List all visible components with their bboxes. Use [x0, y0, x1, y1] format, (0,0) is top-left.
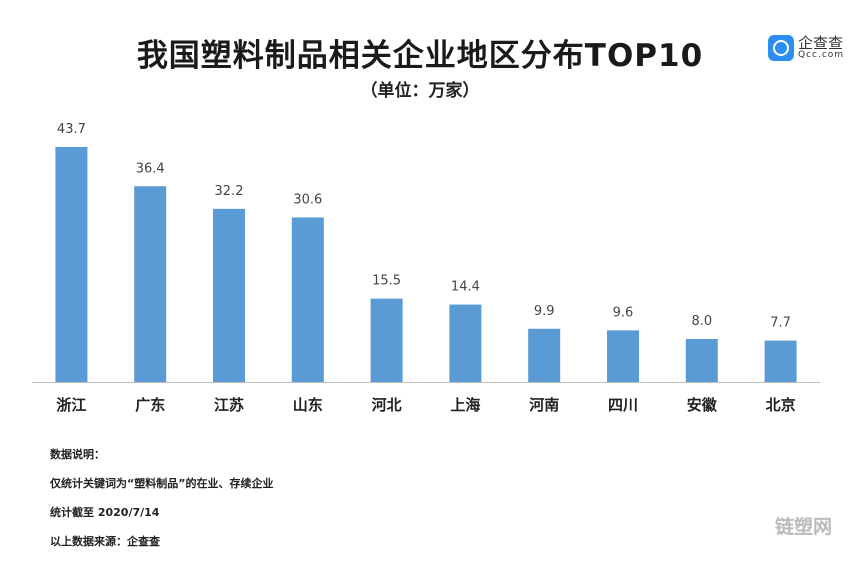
x-tick-label: 北京 — [766, 396, 796, 414]
data-label: 30.6 — [293, 192, 322, 207]
bar — [449, 304, 482, 382]
x-tick-label: 江苏 — [214, 396, 244, 414]
logo-en: Qcc.com — [798, 50, 845, 60]
note-line: 统计截至 2020/7/14 — [50, 506, 160, 519]
x-tick-label: 山东 — [293, 396, 323, 414]
x-tick-label: 安徽 — [687, 396, 718, 414]
chart-title: 我国塑料制品相关企业地区分布TOP10 — [136, 38, 704, 74]
data-label: 9.9 — [534, 304, 555, 319]
data-notes: 数据说明： 仅统计关键词为“塑料制品”的在业、存续企业 统计截至 2020/7/… — [50, 446, 273, 561]
data-label: 8.0 — [691, 314, 712, 329]
data-label: 32.2 — [215, 184, 244, 199]
chart-subtitle: （单位：万家） — [360, 81, 480, 101]
bar — [764, 340, 797, 382]
bar — [370, 298, 403, 382]
bar — [55, 147, 88, 382]
data-label: 15.5 — [372, 274, 401, 289]
bar — [607, 330, 639, 382]
x-tick-label: 浙江 — [56, 396, 86, 414]
qcc-logo-icon — [768, 35, 794, 61]
note-line: 数据说明： — [50, 448, 105, 461]
x-tick-label: 河北 — [372, 396, 402, 414]
data-label: 9.6 — [613, 305, 634, 320]
x-tick-label: 广东 — [135, 396, 165, 414]
x-tick-label: 河南 — [529, 396, 559, 414]
data-label: 14.4 — [451, 280, 480, 295]
bar — [685, 338, 718, 382]
x-tick-label: 四川 — [608, 396, 638, 414]
bar — [213, 208, 245, 382]
data-label: 43.7 — [57, 122, 86, 137]
note-line: 仅统计关键词为“塑料制品”的在业、存续企业 — [50, 477, 274, 490]
x-tick-label: 上海 — [450, 396, 480, 414]
note-line: 以上数据来源：企查查 — [50, 535, 160, 548]
bar — [134, 186, 167, 382]
qcc-logo: 企查查 Qcc.com — [768, 35, 844, 61]
data-label: 36.4 — [136, 161, 165, 176]
logo-cn: 企查查 — [798, 34, 844, 52]
bar — [291, 217, 324, 382]
watermark: 链塑网 — [775, 516, 833, 538]
bar — [528, 328, 561, 382]
data-label: 7.7 — [770, 316, 791, 331]
